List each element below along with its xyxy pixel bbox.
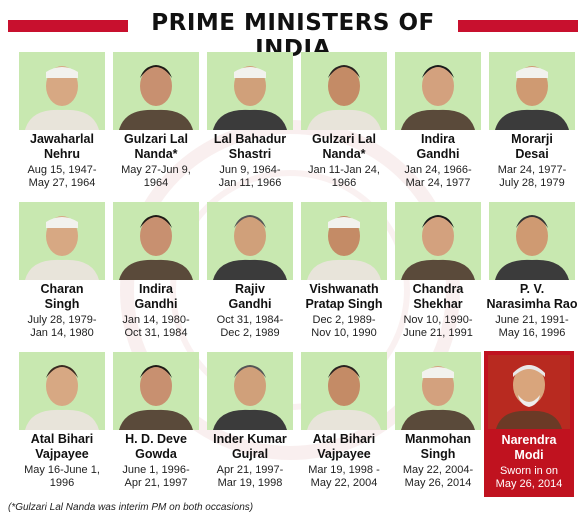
portrait-silhouette-icon [401,65,475,130]
portrait-photo [113,352,199,430]
portrait-photo [19,202,105,280]
portrait-silhouette-icon [495,215,569,280]
portrait-photo [488,355,570,429]
pm-tenure: Jun 9, 1964- Jan 11, 1966 [218,164,282,189]
pm-name: Chandra Shekhar [412,282,464,311]
pm-name: Indira Gandhi [416,132,460,161]
pm-tenure: May 22, 2004- May 26, 2014 [402,464,474,489]
pm-name: Gulzari Lal Nanda* [124,132,188,161]
portrait-silhouette-icon [25,365,99,430]
pm-tenure: Jan 24, 1966- Mar 24, 1977 [404,164,472,189]
portrait-photo [301,52,387,130]
header-bar-right [458,20,578,32]
pm-card: Atal Bihari Vajpayee Mar 19, 1998 - May 22,… [298,352,390,512]
pm-name: Vishwanath Pratap Singh [305,282,383,311]
pm-tenure: Apr 21, 1997- Mar 19, 1998 [216,464,284,489]
portrait-photo [207,202,293,280]
pm-name: Jawaharlal Nehru [30,132,94,161]
portrait-silhouette-icon [213,365,287,430]
portrait-photo [207,352,293,430]
pm-name: Lal Bahadur Shastri [213,132,287,161]
pm-card: Chandra Shekhar Nov 10, 1990- June 21, 1991 [392,202,484,362]
pm-tenure: June 21, 1991- May 16, 1996 [495,314,569,339]
portrait-silhouette-icon [119,215,193,280]
pm-tenure: May 16-June 1, 1996 [24,464,100,489]
pm-card: Gulzari Lal Nanda* May 27-Jun 9, 1964 [110,52,202,212]
portrait-silhouette-icon [495,66,569,130]
pm-tenure: Nov 10, 1990- June 21, 1991 [403,314,473,339]
pm-name: Manmohan Singh [405,432,471,461]
pm-name: Atal Bihari Vajpayee [312,432,376,461]
header: PRIME MINISTERS OF INDIA [8,8,578,62]
pm-tenure: May 27-Jun 9, 1964 [121,164,191,189]
portrait-silhouette-icon [307,65,381,130]
pm-card: Rajiv Gandhi Oct 31, 1984- Dec 2, 1989 [204,202,296,362]
portrait-photo [395,202,481,280]
portrait-silhouette-icon [401,215,475,280]
pm-tenure: Sworn in on May 26, 2014 [495,465,563,490]
portrait-photo [489,52,575,130]
portrait-photo [301,202,387,280]
portrait-silhouette-icon [25,216,99,280]
pm-tenure: Mar 24, 1977- July 28, 1979 [497,164,567,189]
portrait-silhouette-icon [307,216,381,280]
pm-card: Charan Singh July 28, 1979- Jan 14, 1980 [16,202,108,362]
portrait-photo [301,352,387,430]
pm-tenure: Jan 11-Jan 24, 1966 [308,164,380,189]
pm-tenure: Oct 31, 1984- Dec 2, 1989 [216,314,284,339]
portrait-photo [113,52,199,130]
portrait-silhouette-icon [119,65,193,130]
portrait-photo [19,352,105,430]
pm-card: Indira Gandhi Jan 24, 1966- Mar 24, 1977 [392,52,484,212]
portrait-photo [19,52,105,130]
pm-name: Gulzari Lal Nanda* [312,132,376,161]
portrait-silhouette-icon [401,366,475,430]
pm-name: P. V. Narasimha Rao [486,282,578,311]
pm-tenure: June 1, 1996- Apr 21, 1997 [122,464,190,489]
footnote: (*Gulzari Lal Nanda was interim PM on bo… [8,502,254,513]
portrait-silhouette-icon [213,66,287,130]
portrait-silhouette-icon [213,215,287,280]
portrait-photo [395,352,481,430]
pm-card: Manmohan Singh May 22, 2004- May 26, 2014 [392,352,484,512]
pm-card: Vishwanath Pratap Singh Dec 2, 1989- Nov 10… [298,202,390,362]
portrait-silhouette-icon [496,365,562,429]
pm-tenure: Dec 2, 1989- Nov 10, 1990 [311,314,377,339]
pm-card: H. D. Deve Gowda June 1, 1996- Apr 21, 1997 [110,352,202,512]
pm-name: Rajiv Gandhi [228,282,272,311]
pm-card: Gulzari Lal Nanda* Jan 11-Jan 24, 1966 [298,52,390,212]
pm-card: Indira Gandhi Jan 14, 1980- Oct 31, 1984 [110,202,202,362]
pm-tenure: July 28, 1979- Jan 14, 1980 [27,314,97,339]
pm-card: Atal Bihari Vajpayee May 16-June 1, 1996 [16,352,108,512]
pm-tenure: Jan 14, 1980- Oct 31, 1984 [122,314,190,339]
pm-name: Morarji Desai [511,132,553,161]
portrait-silhouette-icon [119,365,193,430]
pm-name: Indira Gandhi [134,282,178,311]
pm-name: Charan Singh [40,282,84,311]
pm-card: Morarji Desai Mar 24, 1977- July 28, 1979 [486,52,578,212]
pm-card: Lal Bahadur Shastri Jun 9, 1964- Jan 11, 19… [204,52,296,212]
pm-name: Inder Kumar Gujral [213,432,287,461]
pm-tenure: Mar 19, 1998 - May 22, 2004 [308,464,380,489]
pm-tenure: Aug 15, 1947- May 27, 1964 [27,164,97,189]
portrait-photo [395,52,481,130]
pm-name: Narendra Modi [501,433,557,462]
pm-name: Atal Bihari Vajpayee [30,432,94,461]
portrait-photo [113,202,199,280]
portrait-photo [207,52,293,130]
pm-card: Jawaharlal Nehru Aug 15, 1947- May 27, 1964 [16,52,108,212]
portrait-silhouette-icon [25,66,99,130]
pm-card: Inder Kumar Gujral Apr 21, 1997- Mar 19, 19… [204,352,296,512]
current-pm-card: Narendra Modi Sworn in on May 26, 2014 [484,351,574,497]
portrait-photo [489,202,575,280]
pm-name: H. D. Deve Gowda [125,432,187,461]
pm-card: P. V. Narasimha Rao June 21, 1991- May 16, … [486,202,578,362]
portrait-silhouette-icon [307,365,381,430]
header-bar-left [8,20,128,32]
